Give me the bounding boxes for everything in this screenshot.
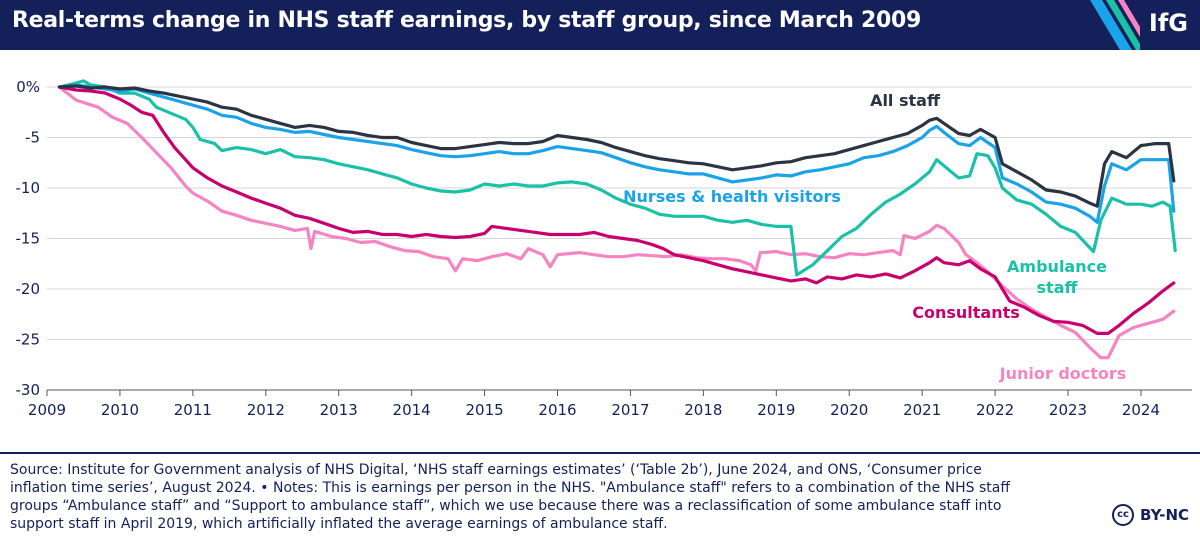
series-label-junior: Junior doctors	[999, 364, 1127, 383]
x-tick-label: 2020	[830, 401, 868, 419]
series-line-all-staff	[57, 84, 1176, 208]
grid-lines	[47, 86, 1192, 391]
y-tick-label: -5	[25, 129, 40, 147]
x-tick-label: 2024	[1122, 401, 1160, 419]
license-badge: cc BY-NC	[1112, 504, 1196, 530]
x-tick-label: 2016	[538, 401, 576, 419]
y-axis-ticks: 0% -5 -10 -15 -20 -25 -30	[16, 78, 41, 399]
x-tick-label: 2017	[611, 401, 649, 419]
x-tick-label: 2010	[101, 401, 139, 419]
logo-text: IfG	[1148, 9, 1188, 37]
x-tick-label: 2013	[320, 401, 358, 419]
series-line-ambulance	[57, 79, 1177, 277]
header-banner: Real-terms change in NHS staff earnings,…	[0, 0, 1200, 50]
x-axis-ticks: 2009 2010 2011 2012 2013 2014 2015 2016 2017 2018…	[28, 390, 1160, 419]
y-tick-label: -25	[16, 331, 41, 349]
creative-commons-icon: cc	[1112, 504, 1134, 526]
line-chart: 0% -5 -10 -15 -20 -25 -30 2009 2010 2011 2012 2013…	[16, 78, 1192, 419]
series-label-ambulance: Ambulance	[1007, 257, 1107, 276]
series-line-nurses	[57, 83, 1176, 224]
series-label-ambulance: staff	[1037, 278, 1079, 297]
ifg-logo: IfG	[1060, 0, 1200, 50]
x-tick-label: 2023	[1049, 401, 1087, 419]
footer-divider	[0, 452, 1200, 454]
x-tick-label: 2011	[174, 401, 212, 419]
y-tick-label: -30	[16, 381, 41, 399]
series-labels: Junior doctors Consultants Ambulance staff N…	[623, 91, 1126, 383]
x-tick-label: 2012	[247, 401, 285, 419]
source-note: Source: Institute for Government analysi…	[10, 462, 1010, 532]
series-line-junior	[57, 85, 1176, 360]
chart-title: Real-terms change in NHS staff earnings,…	[12, 8, 922, 33]
y-tick-label: -15	[16, 230, 41, 248]
y-tick-label: 0%	[16, 78, 40, 96]
series-label-all-staff: All staff	[870, 91, 941, 110]
x-tick-label: 2019	[757, 401, 795, 419]
series-label-consultants: Consultants	[912, 303, 1020, 322]
footer: Source: Institute for Government analysi…	[0, 452, 1200, 540]
x-tick-label: 2022	[976, 401, 1014, 419]
y-tick-label: -20	[16, 280, 41, 298]
logo-stripes-icon	[1090, 0, 1140, 50]
series-lines	[57, 79, 1177, 360]
series-label-nurses: Nurses & health visitors	[623, 187, 841, 206]
y-tick-label: -10	[16, 179, 41, 197]
x-tick-label: 2014	[393, 401, 431, 419]
x-tick-label: 2018	[684, 401, 722, 419]
x-tick-label: 2015	[465, 401, 503, 419]
x-tick-label: 2021	[903, 401, 941, 419]
license-text: BY-NC	[1140, 506, 1190, 524]
series-line-consultants	[57, 85, 1176, 335]
x-tick-label: 2009	[28, 401, 66, 419]
